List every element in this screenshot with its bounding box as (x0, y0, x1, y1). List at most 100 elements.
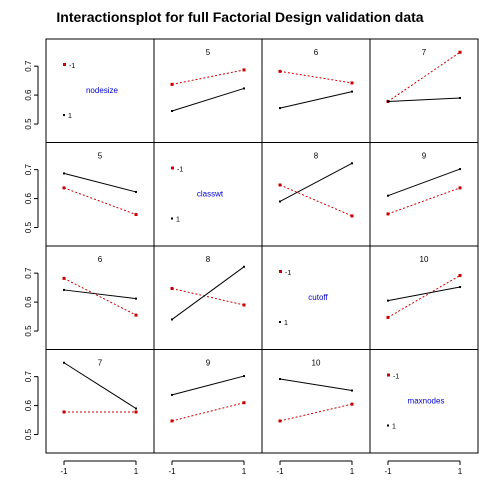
y-tick-label: 0.6 (24, 296, 33, 308)
series-plus-line (63, 172, 137, 193)
series-plus-point (459, 286, 461, 289)
series-minus-point (242, 303, 246, 307)
series-plus-point (63, 361, 65, 364)
series-minus-line (279, 70, 353, 84)
legend-plus-label: 1 (176, 217, 180, 224)
series-plus-point (135, 407, 137, 410)
legend-plus-label: 1 (284, 320, 288, 327)
series-plus-line (387, 97, 461, 102)
legend-minus-marker (279, 270, 282, 273)
series-plus-point (351, 162, 353, 165)
y-tick-label: 0.5 (24, 428, 33, 440)
series-plus-point (351, 90, 353, 93)
series-plus-point (135, 190, 137, 193)
series-minus-point (242, 68, 246, 72)
series-plus-line (279, 378, 353, 392)
panel-label: 7 (98, 359, 103, 368)
series-plus-point (279, 377, 281, 380)
series-minus-point (458, 50, 462, 54)
legend-minus-marker (63, 63, 66, 66)
legend-plus-marker (171, 217, 173, 220)
series-plus-line (63, 289, 137, 300)
series-minus-line (63, 277, 137, 316)
x-tick-label: 1 (458, 467, 463, 476)
y-tick-label: 0.7 (24, 164, 33, 176)
series-minus-line (279, 403, 353, 422)
series-minus-line (387, 275, 461, 318)
series-minus-point (134, 410, 138, 414)
x-tick-label: 1 (242, 467, 247, 476)
variable-name-label: maxnodes (408, 396, 445, 405)
series-minus-point (350, 81, 354, 85)
series-plus-point (279, 200, 281, 203)
panel-label: 6 (98, 255, 103, 264)
y-tick-label: 0.6 (24, 399, 33, 411)
series-minus-point (62, 276, 66, 280)
x-tick-label: -1 (168, 467, 176, 476)
x-tick-label: -1 (60, 467, 68, 476)
legend-plus-marker (279, 321, 281, 323)
legend-minus-marker (387, 373, 390, 377)
variable-name-label: classwt (197, 189, 224, 198)
x-tick-label: -1 (384, 467, 392, 476)
series-plus-point (63, 172, 65, 175)
series-plus-point (279, 107, 281, 110)
series-minus-line (279, 184, 353, 217)
panel-label: 9 (422, 152, 427, 161)
x-tick-label: 1 (134, 467, 139, 476)
series-plus-point (387, 100, 389, 103)
panel-label: 5 (206, 48, 211, 57)
legend-plus-marker (63, 114, 65, 116)
series-plus-line (171, 87, 245, 112)
y-tick-label: 0.7 (24, 60, 33, 72)
x-tick-label: -1 (276, 467, 284, 476)
series-minus-point (350, 402, 354, 406)
y-tick-label: 0.5 (24, 221, 33, 233)
series-minus-point (62, 186, 66, 190)
y-tick-label: 0.6 (24, 89, 33, 101)
series-minus-point (242, 401, 246, 405)
series-plus-point (387, 299, 389, 302)
series-plus-point (459, 168, 461, 171)
series-minus-line (171, 288, 245, 306)
series-minus-point (386, 212, 390, 216)
series-minus-point (278, 183, 282, 187)
series-plus-line (387, 168, 461, 197)
y-tick-label: 0.5 (24, 118, 33, 130)
series-minus-line (63, 187, 137, 215)
panel-label: 8 (314, 152, 319, 161)
series-minus-point (458, 186, 462, 190)
y-tick-label: 0.6 (24, 192, 33, 204)
series-minus-line (171, 402, 245, 422)
series-plus-line (279, 162, 353, 202)
series-minus-point (350, 214, 354, 218)
legend-minus-marker (171, 166, 174, 170)
series-plus-point (171, 110, 173, 113)
legend-minus-label: -1 (69, 63, 75, 70)
x-tick-label: 1 (350, 467, 355, 476)
legend-plus-label: 1 (68, 113, 72, 120)
series-minus-point (170, 419, 174, 423)
series-plus-line (171, 375, 245, 396)
y-tick-label: 0.7 (24, 371, 33, 383)
panel-label: 10 (312, 359, 321, 368)
legend-plus-label: 1 (392, 424, 396, 431)
variable-name-label: nodesize (86, 86, 119, 95)
series-plus-line (387, 286, 461, 302)
series-plus-point (243, 375, 245, 378)
series-minus-point (386, 315, 390, 319)
series-plus-line (279, 91, 353, 109)
panel-label: 9 (206, 359, 211, 368)
series-plus-point (63, 288, 65, 291)
series-minus-point (134, 313, 138, 317)
series-plus-point (243, 87, 245, 90)
legend-plus-marker (387, 424, 389, 427)
series-plus-point (171, 318, 173, 321)
y-tick-label: 0.7 (24, 267, 33, 279)
series-minus-point (134, 213, 138, 217)
legend-minus-label: -1 (177, 167, 183, 174)
series-plus-point (135, 297, 137, 300)
series-plus-point (171, 393, 173, 396)
chart-title: Interactionsplot for full Factorial Desi… (56, 9, 424, 25)
